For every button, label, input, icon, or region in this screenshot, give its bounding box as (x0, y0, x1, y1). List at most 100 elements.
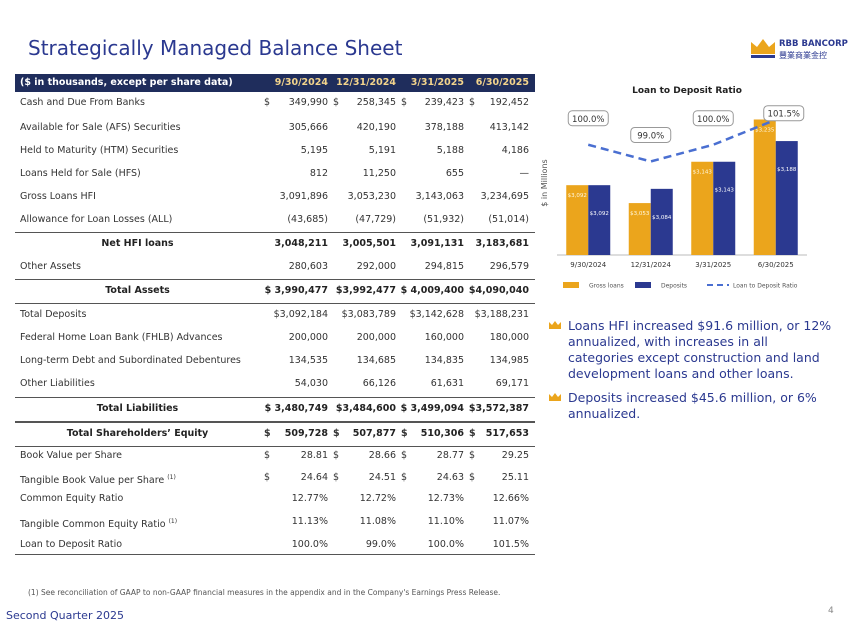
cell-value: $ 3,990,477 (264, 285, 328, 296)
row-rule (15, 397, 535, 398)
row-rule (15, 422, 535, 423)
currency-sign: $ (401, 450, 408, 461)
row-label: Allowance for Loan Losses (ALL) (20, 214, 173, 225)
cell-value: $3,092,184 (273, 309, 328, 320)
chart-title: Loan to Deposit Ratio (632, 86, 742, 96)
row-label: Total Shareholders’ Equity (66, 428, 209, 439)
ratio-label: 101.5% (768, 110, 800, 120)
row-label: Cash and Due From Banks (20, 97, 145, 108)
row-label: Available for Sale (AFS) Securities (20, 122, 181, 133)
ratio-label: 99.0% (637, 131, 664, 141)
row-label: Book Value per Share (20, 450, 122, 461)
bar-label: $3,143 (693, 170, 713, 176)
cell-value: 305,666 (288, 122, 328, 133)
slide-title: Strategically Managed Balance Sheet (28, 36, 403, 60)
cell-value: 11.08% (359, 516, 396, 527)
cell-value: $ 4,009,400 (400, 285, 464, 296)
chart: Loan to Deposit Ratio $ in Millions $3,092… (540, 86, 807, 290)
bar-label: $3,143 (715, 188, 735, 194)
currency-sign: $ (264, 450, 271, 461)
row-label: Total Assets (105, 285, 170, 296)
cell-value: — (519, 168, 530, 179)
currency-sign: $ (333, 450, 340, 461)
bar (713, 161, 736, 255)
bar-label: $3,053 (630, 211, 650, 217)
currency-sign: $ (401, 428, 408, 439)
cell-value: 413,142 (489, 122, 529, 133)
cell-value: 5,195 (300, 145, 328, 156)
ratio-label: 100.0% (697, 115, 729, 125)
row-rule (15, 279, 535, 280)
ratio-line (587, 118, 777, 163)
bar-label: $3,188 (777, 167, 797, 173)
cell-value: (47,729) (355, 214, 396, 225)
x-tick-label: 12/31/2024 (631, 261, 672, 269)
cell-value: 12.77% (291, 493, 328, 504)
ratio-label: 100.0% (572, 115, 604, 125)
bar (775, 141, 798, 255)
cell-value: 12.73% (427, 493, 464, 504)
cell-value: 134,985 (489, 355, 529, 366)
cell-value: 3,234,695 (480, 191, 529, 202)
ratio-label-box (692, 110, 734, 127)
row-label: Held to Maturity (HTM) Securities (20, 145, 179, 156)
bar (628, 203, 651, 255)
cell-value: $3,992,477 (335, 285, 396, 296)
cell-value: 3,048,211 (274, 238, 329, 249)
header-label: ($ in thousands, except per share data) (20, 77, 233, 88)
currency-sign: $ (469, 97, 476, 108)
cell-value: 101.5% (492, 539, 529, 550)
page-number: 4 (828, 606, 834, 616)
row-label: Federal Home Loan Bank (FHLB) Advances (20, 332, 223, 343)
cell-value: 507,877 (352, 428, 396, 439)
cell-value: (43,685) (287, 214, 328, 225)
currency-sign: $ (264, 428, 271, 439)
cell-value: 69,171 (495, 378, 529, 389)
cell-value: 28.81 (300, 450, 328, 461)
cell-value: (51,932) (423, 214, 464, 225)
row-label: Tangible Book Value per Share (1) (20, 474, 176, 487)
cell-value: 812 (309, 168, 328, 179)
cell-value: 510,306 (420, 428, 464, 439)
bar (691, 161, 714, 255)
cell-value: 11.13% (291, 516, 328, 527)
cell-value: 294,815 (424, 261, 464, 272)
cell-value: $3,484,600 (335, 403, 396, 414)
row-label: Net HFI loans (101, 238, 174, 249)
cell-value: 378,188 (424, 122, 464, 133)
cell-value: $ 3,499,094 (400, 403, 464, 414)
bullet-icon (549, 393, 561, 401)
cell-value: 239,423 (424, 97, 464, 108)
currency-sign: $ (264, 97, 271, 108)
row-rule (15, 232, 535, 233)
cell-value: 258,345 (356, 97, 396, 108)
bar (588, 185, 611, 255)
cell-value: 134,835 (424, 355, 464, 366)
period: Second Quarter 2025 (6, 609, 124, 622)
legend-swatch (635, 282, 651, 288)
row-label: Common Equity Ratio (20, 493, 124, 504)
legend-label: Gross loans (589, 283, 624, 290)
bullet-text: Loans HFI increased $91.6 million, or 12… (568, 318, 832, 381)
logo-name: RBB BANCORP (779, 39, 848, 49)
logo: RBB BANCORP 豐業商業金控 (751, 39, 848, 60)
bar (566, 185, 589, 255)
cell-value: 280,603 (288, 261, 328, 272)
ratio-label-box (567, 110, 609, 127)
cell-value: 29.25 (501, 450, 529, 461)
footnote-ref: (1) (168, 518, 178, 525)
cell-value: $3,188,231 (474, 309, 529, 320)
cell-value: 3,143,063 (415, 191, 464, 202)
currency-sign: $ (401, 472, 408, 483)
currency-sign: $ (469, 428, 476, 439)
currency-sign: $ (469, 472, 476, 483)
ratio-label-box (763, 105, 805, 122)
cell-value: $3,083,789 (341, 309, 396, 320)
y-axis-label: $ in Millions (540, 159, 549, 206)
cell-value: 296,579 (489, 261, 529, 272)
cell-value: 4,186 (501, 145, 529, 156)
footnote: (1) See reconciliation of GAAP to non-GA… (28, 588, 501, 597)
legend-swatch (563, 282, 579, 288)
cell-value: 11.07% (492, 516, 529, 527)
cell-value: 66,126 (362, 378, 396, 389)
